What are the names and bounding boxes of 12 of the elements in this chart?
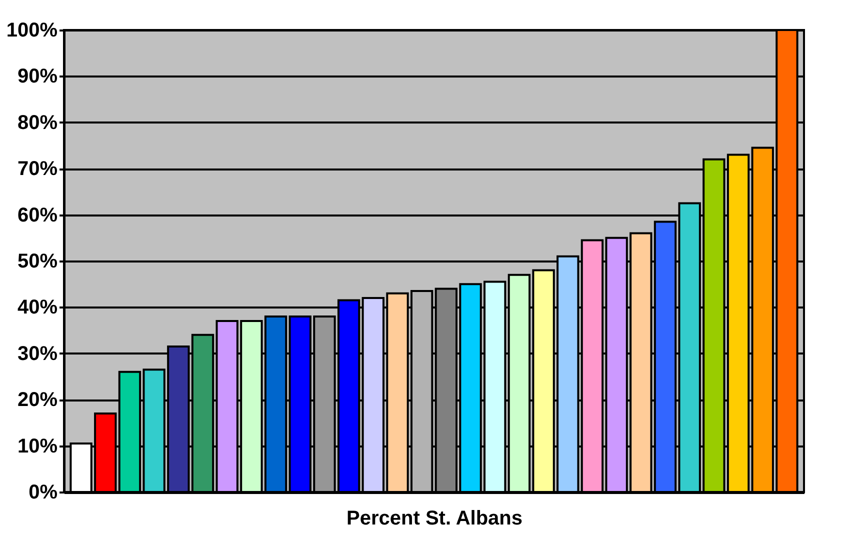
y-tick-label: 20% <box>17 389 58 412</box>
y-tick-label: 10% <box>17 435 58 458</box>
y-tick-label: 40% <box>17 296 58 319</box>
y-tick-label: 90% <box>17 66 58 88</box>
y-tick-label: 100% <box>6 20 58 42</box>
y-tick-label: 70% <box>17 158 58 180</box>
x-axis-title: Percent St. Albans <box>346 508 522 530</box>
y-tick-label: 0% <box>28 482 58 504</box>
y-tick-label: 50% <box>17 250 58 272</box>
y-tick-label: 60% <box>17 204 58 226</box>
y-tick-label: 30% <box>17 342 58 365</box>
y-tick-label: 80% <box>17 112 58 134</box>
